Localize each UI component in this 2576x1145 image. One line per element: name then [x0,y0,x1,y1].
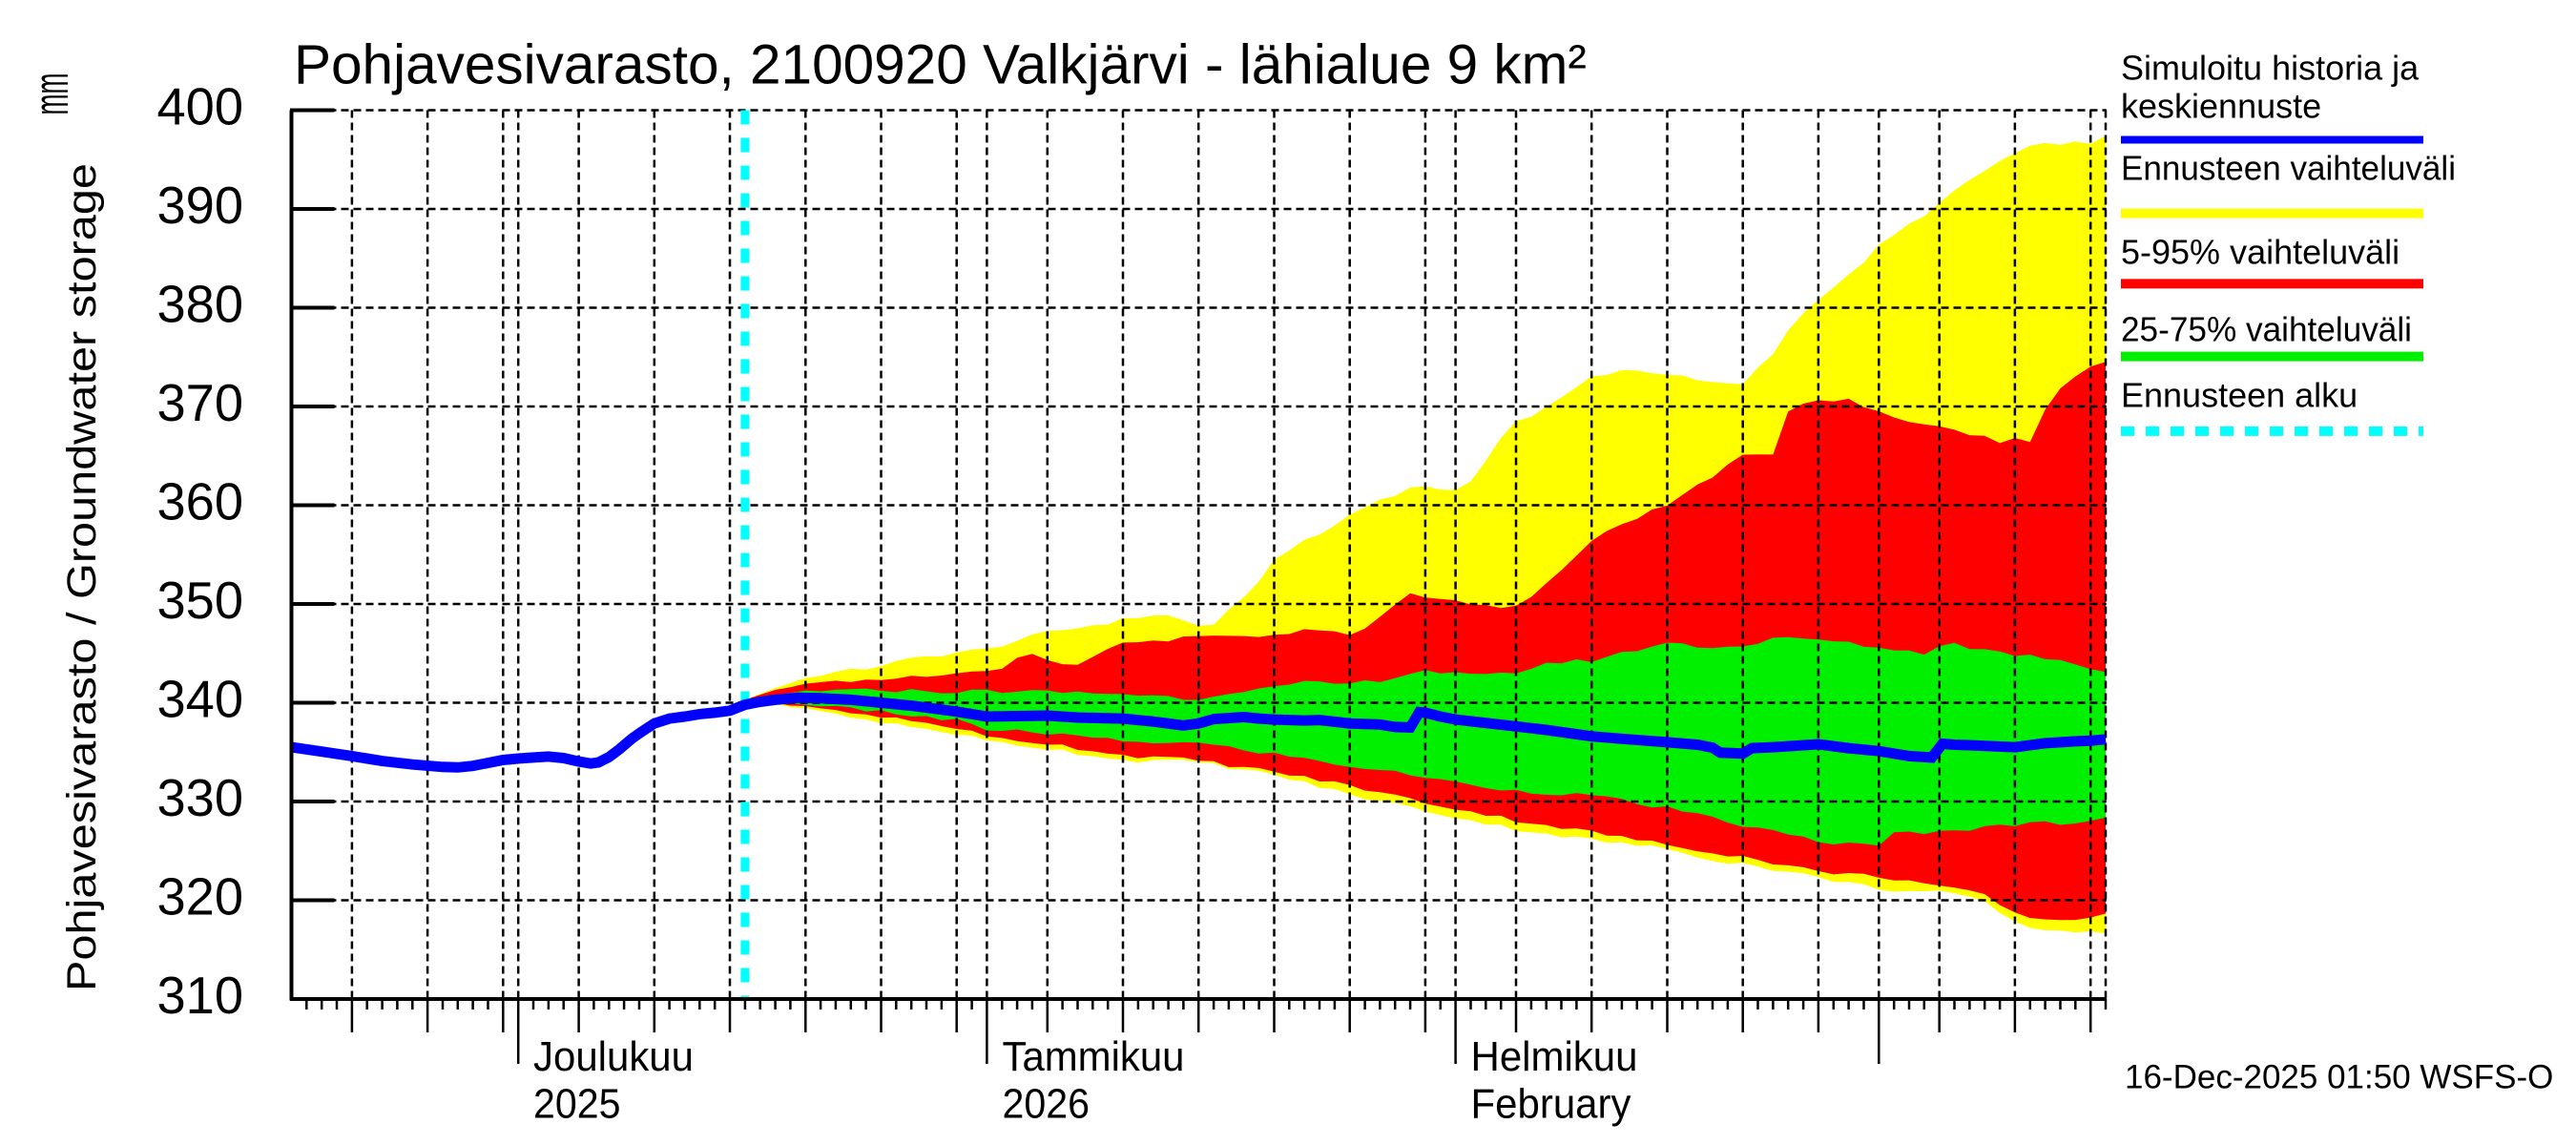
svg-text:Pohjavesivarasto, 2100920 Valk: Pohjavesivarasto, 2100920 Valkjärvi - lä… [294,34,1587,96]
svg-text:380: 380 [157,275,244,334]
svg-text:320: 320 [157,867,244,926]
svg-text:Joulukuu: Joulukuu [533,1033,694,1080]
svg-text:2026: 2026 [1003,1081,1091,1128]
svg-text:330: 330 [157,768,244,827]
svg-text:mm: mm [24,73,78,115]
svg-text:Pohjavesivarasto / Groundwater: Pohjavesivarasto / Groundwater storage [59,163,105,991]
svg-text:370: 370 [157,373,244,432]
svg-text:February: February [1471,1081,1631,1128]
svg-text:Tammikuu: Tammikuu [1003,1033,1185,1080]
svg-text:16-Dec-2025 01:50 WSFS-O: 16-Dec-2025 01:50 WSFS-O [2125,1059,2553,1096]
svg-text:Ennusteen vaihteluväli: Ennusteen vaihteluväli [2121,149,2456,188]
svg-text:390: 390 [157,176,244,235]
svg-text:340: 340 [157,670,244,729]
svg-text:2025: 2025 [533,1081,621,1128]
svg-text:310: 310 [157,966,244,1025]
svg-text:5-95% vaihteluväli: 5-95% vaihteluväli [2121,233,2399,272]
svg-text:350: 350 [157,571,244,630]
svg-text:360: 360 [157,472,244,531]
svg-text:25-75% vaihteluväli: 25-75% vaihteluväli [2121,310,2412,349]
svg-text:keskiennuste: keskiennuste [2121,87,2321,126]
svg-text:400: 400 [157,77,244,136]
svg-text:Simuloitu historia ja: Simuloitu historia ja [2121,49,2420,88]
svg-text:Helmikuu: Helmikuu [1471,1033,1638,1080]
svg-text:Ennusteen alku: Ennusteen alku [2121,376,2358,415]
